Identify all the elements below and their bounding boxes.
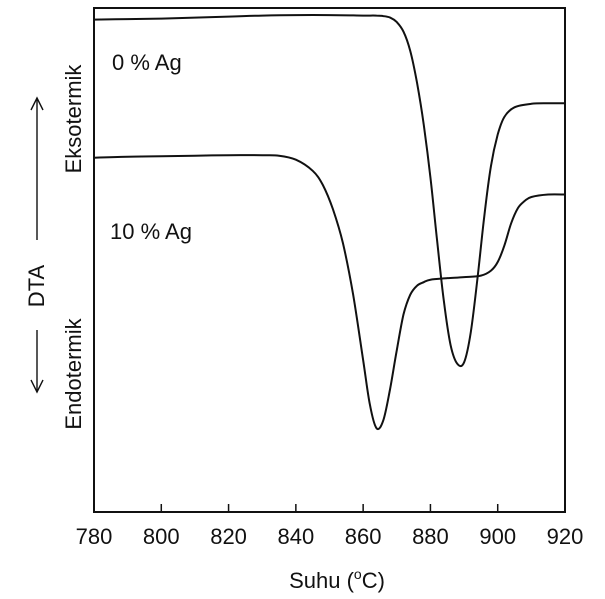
arrow-up-icon [30,96,44,240]
ylabel-eksotermik: Eksotermik [61,64,86,174]
ylabel-endotermik: Endotermik [61,317,86,429]
xlabel: Suhu (oC) [289,566,385,593]
xlabel-degree: o [354,566,362,582]
plot-layer: 780 800 820 840 860 880 900 920 0 % Ag 10 % Ag [76,7,584,549]
series-line-1 [93,154,566,431]
arrow-down-icon [30,330,44,394]
series-annotation-0: 0 % Ag [112,50,182,75]
plot-frame [93,7,566,513]
x-tick-label-880: 880 [412,524,449,549]
xlabel-suffix: C) [362,568,385,593]
x-tick-label-860: 860 [345,524,382,549]
x-tick-label-900: 900 [479,524,516,549]
series-annotation-1: 10 % Ag [110,219,192,244]
x-tick-label-780: 780 [76,524,113,549]
x-tick-label-800: 800 [143,524,180,549]
x-tick-label-840: 840 [277,524,314,549]
ylabel-dta: DTA [24,264,49,307]
series-line-0 [93,14,566,368]
xlabel-prefix: Suhu ( [289,568,354,593]
x-tick-label-920: 920 [547,524,584,549]
x-tick-label-820: 820 [210,524,247,549]
